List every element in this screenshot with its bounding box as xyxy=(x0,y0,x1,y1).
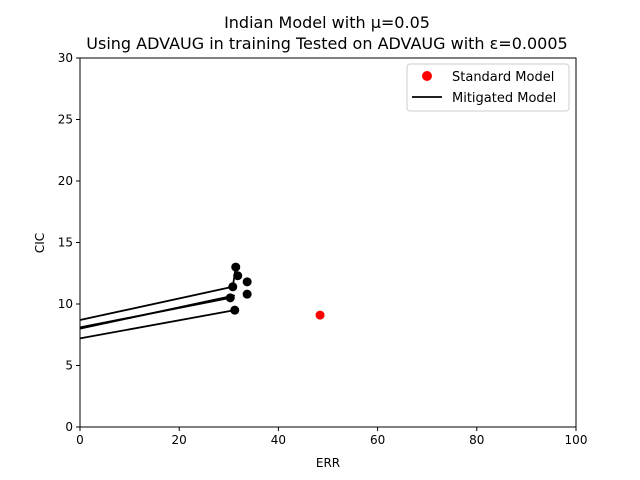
mitigated-point-6 xyxy=(230,305,240,315)
plot-frame xyxy=(79,57,577,428)
legend-standard-label: Standard Model xyxy=(452,70,554,85)
x-tick-label-20: 20 xyxy=(172,433,187,447)
legend: Standard Model Mitigated Model xyxy=(406,63,570,112)
mitigated-point-3 xyxy=(228,282,238,292)
y-tick-label-0: 0 xyxy=(65,420,73,434)
mitigated-point-2 xyxy=(242,277,252,287)
y-tick-label-5: 5 xyxy=(65,359,73,373)
mitigated-point-1 xyxy=(233,271,243,281)
y-tick-label-15: 15 xyxy=(58,236,73,250)
plot-marks xyxy=(79,262,325,340)
x-axis-label: ERR xyxy=(316,456,340,470)
y-tick-label-10: 10 xyxy=(58,297,73,311)
x-tick-label-0: 0 xyxy=(76,433,84,447)
legend-standard-marker xyxy=(422,71,432,81)
mitigated-line-2 xyxy=(79,294,235,330)
legend-box xyxy=(406,63,570,112)
y-axis-label: CIC xyxy=(33,233,47,253)
y-tick-label-30: 30 xyxy=(58,51,73,65)
legend-mitigated-label: Mitigated Model xyxy=(452,91,556,106)
x-tick-label-100: 100 xyxy=(565,433,588,447)
x-tick-label-60: 60 xyxy=(370,433,385,447)
axes: 0 20 40 60 80 100 0 5 10 15 20 25 30 xyxy=(58,51,588,447)
x-tick-label-40: 40 xyxy=(271,433,286,447)
standard-point-0 xyxy=(315,310,325,320)
y-tick-label-20: 20 xyxy=(58,174,73,188)
chart-title-line-2: Using ADVAUG in training Tested on ADVAU… xyxy=(86,34,567,53)
chart-title-line-1: Indian Model with μ=0.05 xyxy=(224,13,430,32)
mitigated-point-4 xyxy=(242,289,252,299)
y-tick-label-25: 25 xyxy=(58,113,73,127)
mitigated-point-0 xyxy=(231,262,241,272)
x-tick-label-80: 80 xyxy=(469,433,484,447)
mitigated-line-3 xyxy=(79,309,235,340)
mitigated-point-5 xyxy=(225,293,235,303)
